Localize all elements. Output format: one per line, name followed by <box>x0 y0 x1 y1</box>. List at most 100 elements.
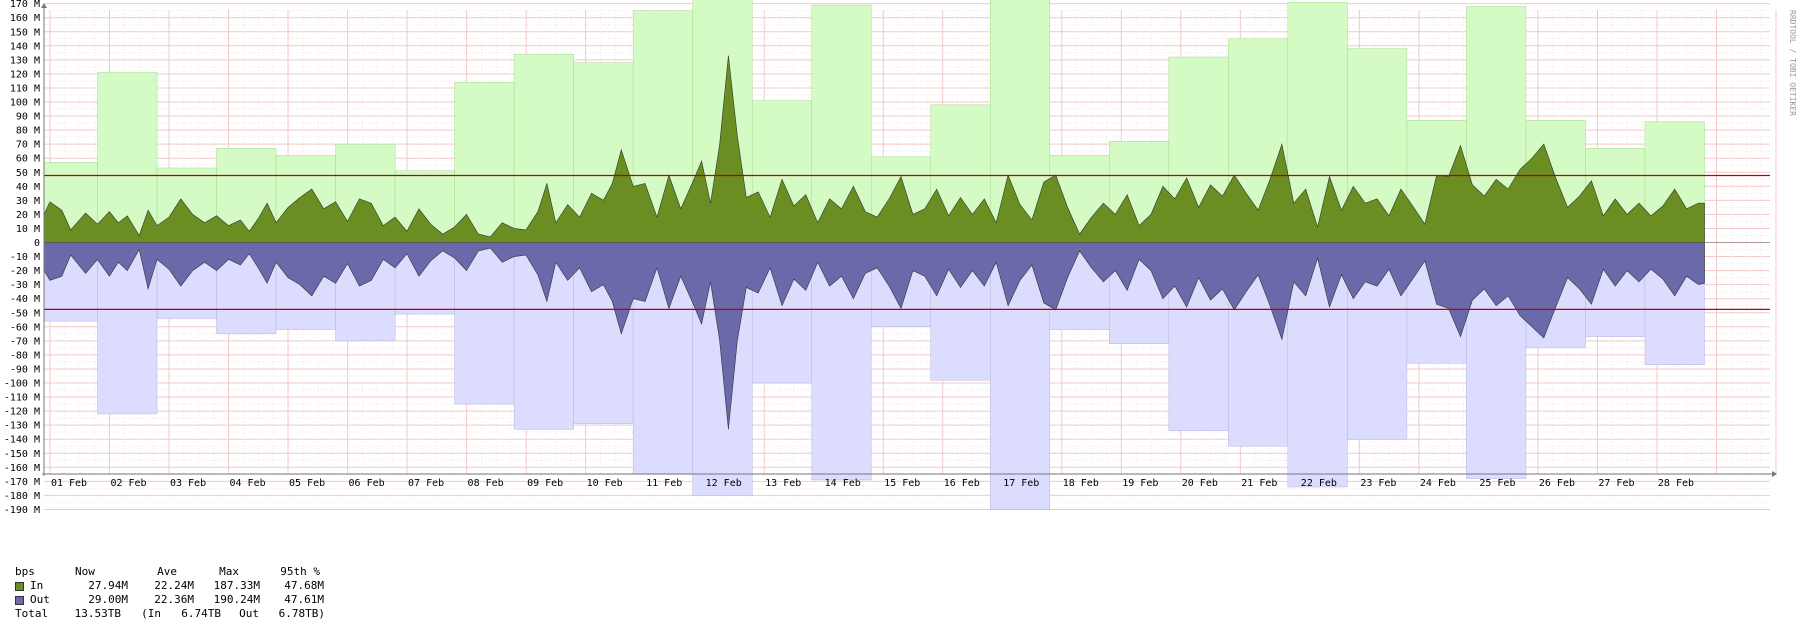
legend-total-out-label: Out <box>239 607 259 620</box>
legend-ave-header: Ave <box>157 565 177 578</box>
x-tick-label: 11 Feb <box>646 478 682 489</box>
y-tick-label: 130 M <box>10 55 40 66</box>
legend-out-max: 190.24M <box>213 593 260 606</box>
x-tick-label: 21 Feb <box>1241 478 1277 489</box>
x-axis-arrow <box>1772 471 1777 477</box>
y-tick-label: -110 M <box>4 393 40 404</box>
legend-in-label: In <box>30 579 44 592</box>
y-tick-label: 90 M <box>16 112 40 123</box>
x-tick-label: 28 Feb <box>1658 478 1694 489</box>
y-tick-label: -190 M <box>4 505 40 516</box>
x-tick-label: 23 Feb <box>1360 478 1396 489</box>
legend-row-out: Out 29.00M 22.36M 190.24M 47.61M <box>15 593 325 607</box>
legend-out-now: 29.00M <box>88 593 128 606</box>
legend-out-ave: 22.36M <box>154 593 194 606</box>
y-tick-label: -60 M <box>10 322 40 333</box>
y-tick-label: -130 M <box>4 421 40 432</box>
x-tick-label: 15 Feb <box>884 478 920 489</box>
x-tick-label: 25 Feb <box>1479 478 1515 489</box>
y-tick-label: 10 M <box>16 224 40 235</box>
y-tick-label: -40 M <box>10 294 40 305</box>
y-tick-label: -80 M <box>10 350 40 361</box>
y-tick-label: 40 M <box>16 182 40 193</box>
y-tick-label: 60 M <box>16 154 40 165</box>
y-tick-label: -50 M <box>10 308 40 319</box>
y-tick-label: 20 M <box>16 210 40 221</box>
y-tick-label: -10 M <box>10 252 40 263</box>
x-tick-label: 13 Feb <box>765 478 801 489</box>
daily-max-in-bar <box>454 82 515 243</box>
x-tick-label: 08 Feb <box>468 478 504 489</box>
x-tick-label: 19 Feb <box>1122 478 1158 489</box>
y-axis-arrow <box>41 3 47 8</box>
y-tick-label: -90 M <box>10 364 40 375</box>
x-tick-label: 01 Feb <box>51 478 87 489</box>
x-tick-label: 26 Feb <box>1539 478 1575 489</box>
legend-out-label: Out <box>30 593 50 606</box>
series-area-out <box>43 242 1705 430</box>
legend-total-in-value: 6.74TB <box>181 607 221 620</box>
x-tick-label: 09 Feb <box>527 478 563 489</box>
y-tick-label: -120 M <box>4 407 40 418</box>
chart-axes <box>41 3 1777 477</box>
y-tick-label: -170 M <box>4 477 40 488</box>
legend-total-in-label: (In <box>141 607 161 620</box>
y-tick-label: 150 M <box>10 27 40 38</box>
out-color-swatch <box>15 595 24 605</box>
percentile-lines <box>44 174 1770 311</box>
x-tick-label: 20 Feb <box>1182 478 1218 489</box>
x-tick-label: 07 Feb <box>408 478 444 489</box>
y-tick-label: 0 <box>34 238 40 249</box>
x-tick-label: 06 Feb <box>349 478 385 489</box>
legend-in-max: 187.33M <box>213 579 260 592</box>
y-tick-label: -180 M <box>4 491 40 502</box>
legend-header: bps Now Ave Max 95th % <box>15 565 325 579</box>
x-axis-ticks: 01 Feb 02 Feb 03 Feb 04 Feb 05 Feb 06 Feb 07 F… <box>51 478 1694 489</box>
x-tick-label: 17 Feb <box>1003 478 1039 489</box>
y-tick-label: 170 M <box>10 0 40 10</box>
x-tick-label: 16 Feb <box>944 478 980 489</box>
legend-in-p95: 47.68M <box>284 579 324 592</box>
daily-max-out-bar <box>454 242 515 405</box>
legend-total-label: Total <box>15 607 49 620</box>
legend-max-header: Max <box>219 565 239 578</box>
y-tick-label: 80 M <box>16 126 40 137</box>
x-tick-label: 22 Feb <box>1301 478 1337 489</box>
legend-in-ave: 22.24M <box>154 579 194 592</box>
y-tick-label: -160 M <box>4 463 40 474</box>
y-tick-label: 110 M <box>10 83 40 94</box>
legend-row-total: Total 13.53TB (In 6.74TB Out 6.78TB) <box>15 607 325 621</box>
x-tick-label: 27 Feb <box>1598 478 1634 489</box>
legend-total-value: 13.53TB <box>74 607 121 620</box>
y-tick-label: -70 M <box>10 336 40 347</box>
in-color-swatch <box>15 581 24 591</box>
y-tick-label: -30 M <box>10 280 40 291</box>
x-tick-label: 10 Feb <box>587 478 623 489</box>
y-tick-label: -150 M <box>4 449 40 460</box>
legend: bps Now Ave Max 95th % In 27.94M 22.24M … <box>15 565 325 621</box>
legend-now-header: Now <box>75 565 95 578</box>
x-tick-label: 04 Feb <box>229 478 265 489</box>
y-tick-label: -100 M <box>4 379 40 390</box>
y-tick-label: 70 M <box>16 140 40 151</box>
y-tick-label: -20 M <box>10 266 40 277</box>
legend-out-p95: 47.61M <box>284 593 324 606</box>
x-tick-label: 02 Feb <box>110 478 146 489</box>
x-tick-label: 12 Feb <box>706 478 742 489</box>
x-tick-label: 24 Feb <box>1420 478 1456 489</box>
y-tick-label: -140 M <box>4 435 40 446</box>
legend-total-out-value: 6.78TB) <box>278 607 325 620</box>
watermark: RRDTOOL / TOBI OETIKER <box>1788 10 1797 116</box>
legend-unit: bps <box>15 565 35 578</box>
y-tick-label: 100 M <box>10 98 40 109</box>
x-tick-label: 18 Feb <box>1063 478 1099 489</box>
y-tick-label: 160 M <box>10 13 40 24</box>
legend-p95-header: 95th % <box>280 565 320 578</box>
y-tick-label: 30 M <box>16 196 40 207</box>
x-tick-label: 03 Feb <box>170 478 206 489</box>
y-tick-label: 120 M <box>10 69 40 80</box>
legend-in-now: 27.94M <box>88 579 128 592</box>
x-tick-label: 05 Feb <box>289 478 325 489</box>
